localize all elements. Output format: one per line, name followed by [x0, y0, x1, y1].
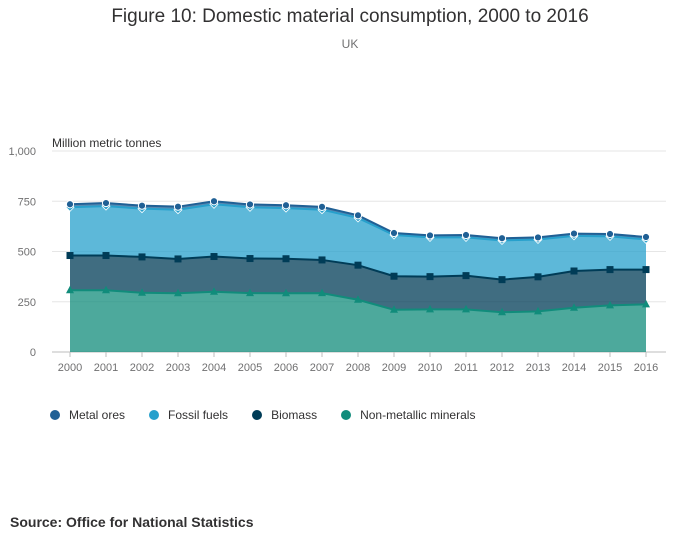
point-biomass	[318, 256, 326, 264]
point-metal-ores	[497, 234, 507, 243]
legend-label: Biomass	[271, 408, 318, 422]
point-metal-ores	[461, 230, 471, 240]
x-tick-label: 2004	[202, 362, 226, 374]
y-tick-label: 750	[18, 196, 36, 208]
point-biomass	[354, 261, 362, 269]
point-non-metallic-minerals	[138, 288, 146, 296]
point-biomass	[138, 253, 146, 261]
chart-subtitle: UK	[341, 37, 359, 51]
point-metal-ores	[281, 201, 291, 210]
point-non-metallic-minerals	[318, 288, 326, 297]
point-biomass	[606, 266, 614, 274]
x-tick-label: 2006	[274, 362, 298, 374]
legend-label: Metal ores	[69, 408, 126, 422]
legend-item-fossil-fuels[interactable]: Fossil fuels	[149, 408, 228, 422]
point-biomass	[102, 252, 110, 260]
point-metal-ores	[389, 228, 399, 238]
legend-swatch-icon	[341, 410, 352, 420]
legend-item-biomass[interactable]: Biomass	[252, 408, 317, 422]
point-metal-ores	[317, 202, 327, 211]
point-biomass	[282, 255, 290, 263]
point-biomass	[174, 255, 182, 263]
x-tick-label: 2016	[634, 362, 658, 374]
point-biomass	[462, 272, 470, 280]
x-tick-label: 2010	[418, 362, 442, 374]
legend-item-non-metallic-minerals[interactable]: Non-metallic minerals	[341, 408, 475, 422]
x-tick-label: 2007	[310, 362, 334, 374]
point-biomass	[246, 255, 254, 263]
point-non-metallic-minerals	[462, 304, 470, 313]
point-biomass	[66, 252, 74, 260]
x-tick-label: 2011	[454, 362, 478, 374]
chart-title: Figure 10: Domestic material consumption…	[111, 6, 589, 27]
point-biomass	[534, 273, 542, 281]
point-metal-ores	[605, 229, 615, 239]
x-tick-label: 2001	[94, 362, 118, 374]
point-non-metallic-minerals	[498, 307, 506, 316]
legend-swatch-icon	[50, 410, 60, 420]
y-tick-label: 500	[18, 247, 36, 259]
point-metal-ores	[641, 232, 651, 242]
area-chart: 0 250 500 750 1,000 2000 2001 2002 2003 2004 2005 2…	[8, 146, 666, 374]
legend-label: Fossil fuels	[168, 408, 229, 422]
x-tick-label: 2015	[598, 362, 622, 374]
point-biomass	[642, 266, 650, 274]
source-note: Source: Office for National Statistics	[10, 514, 254, 530]
point-non-metallic-minerals	[534, 306, 542, 315]
point-non-metallic-minerals	[102, 285, 110, 294]
point-metal-ores	[101, 198, 111, 208]
point-biomass	[570, 267, 578, 275]
point-non-metallic-minerals	[66, 285, 74, 294]
point-metal-ores	[209, 197, 219, 206]
point-metal-ores	[425, 231, 435, 240]
area-non-metallic-minerals	[70, 290, 646, 352]
point-non-metallic-minerals	[354, 295, 362, 303]
point-metal-ores	[173, 202, 183, 211]
x-tick-label: 2014	[562, 362, 586, 374]
point-non-metallic-minerals	[390, 305, 398, 313]
x-tick-label: 2012	[490, 362, 514, 374]
point-metal-ores	[353, 211, 363, 220]
point-biomass	[426, 273, 434, 281]
x-tick-label: 2009	[382, 362, 406, 374]
point-metal-ores	[533, 233, 543, 242]
point-non-metallic-minerals	[210, 287, 218, 295]
point-non-metallic-minerals	[606, 300, 614, 309]
y-tick-label: 250	[18, 297, 36, 309]
x-tick-label: 2003	[166, 362, 190, 374]
area-biomass	[70, 255, 646, 313]
x-tick-label: 2002	[130, 362, 154, 374]
legend-label: Non-metallic minerals	[360, 408, 476, 422]
point-non-metallic-minerals	[174, 288, 182, 297]
point-non-metallic-minerals	[246, 288, 254, 297]
point-biomass	[390, 272, 398, 280]
y-axis-label: Million metric tonnes	[52, 136, 162, 150]
point-metal-ores	[569, 229, 579, 238]
point-non-metallic-minerals	[426, 304, 434, 313]
point-metal-ores	[65, 200, 75, 209]
x-tick-label: 2005	[238, 362, 262, 374]
y-tick-label: 0	[30, 347, 36, 359]
point-non-metallic-minerals	[282, 288, 290, 297]
point-metal-ores	[245, 200, 255, 209]
point-metal-ores	[137, 201, 147, 210]
point-biomass	[210, 253, 218, 261]
point-non-metallic-minerals	[570, 303, 578, 311]
legend-item-metal-ores[interactable]: Metal ores	[50, 408, 125, 422]
x-tick-label: 2013	[526, 362, 550, 374]
y-tick-label: 1,000	[8, 146, 36, 158]
x-tick-label: 2008	[346, 362, 370, 374]
legend-swatch-icon	[149, 410, 160, 420]
point-non-metallic-minerals	[642, 299, 650, 308]
x-tick-label: 2000	[58, 362, 82, 374]
legend-swatch-icon	[252, 410, 263, 420]
point-biomass	[498, 276, 506, 284]
chart-legend: Metal ores Fossil fuels Biomass Non-metalli…	[50, 408, 499, 422]
area-fossil-fuels	[70, 204, 646, 280]
